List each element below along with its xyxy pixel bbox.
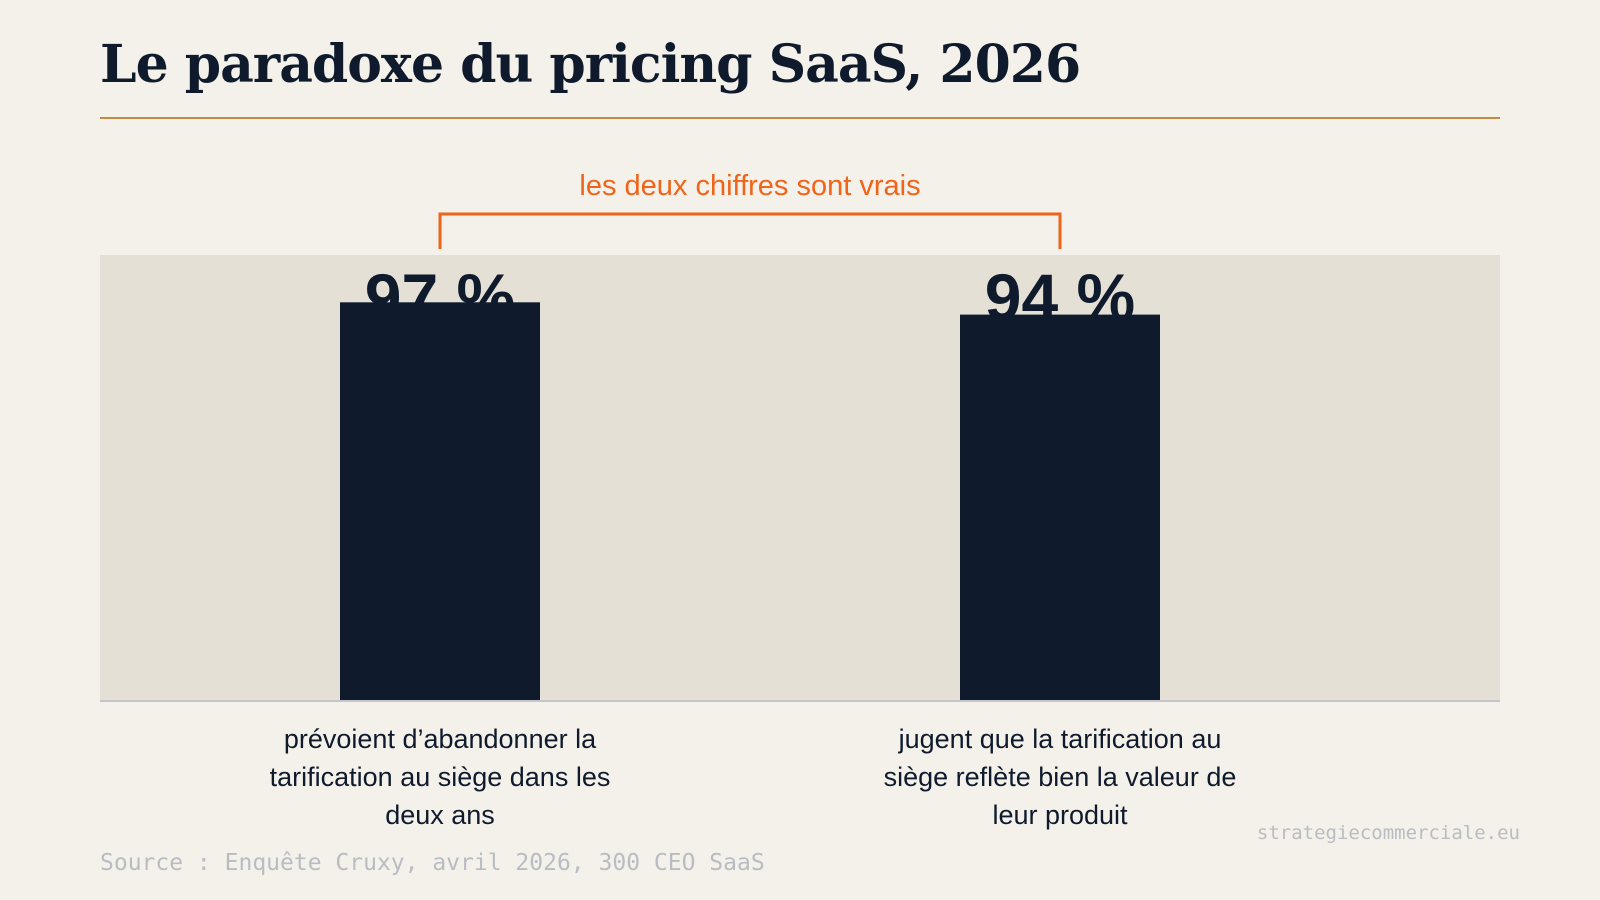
annotation-bracket	[438, 212, 1062, 249]
category-label-1: prévoient d’abandonner la tarification a…	[269, 724, 611, 830]
chart-title: Le paradoxe du pricing SaaS, 2026	[100, 34, 1081, 95]
bars-group: 97 % 94 %	[340, 260, 1160, 700]
title-divider	[100, 117, 1500, 119]
value-label-1: 97 %	[365, 260, 515, 334]
value-label-2: 94 %	[985, 260, 1135, 334]
source-note: Source : Enquête Cruxy, avril 2026, 300 …	[100, 850, 765, 876]
category-label-2: jugent que la tarification au siège refl…	[883, 724, 1237, 830]
bar-1	[340, 302, 540, 700]
bar-2	[960, 314, 1160, 700]
annotation-label: les deux chiffres sont vrais	[579, 170, 920, 202]
site-url: strategiecommerciale.eu	[1256, 822, 1520, 844]
plot-background	[100, 255, 1500, 700]
